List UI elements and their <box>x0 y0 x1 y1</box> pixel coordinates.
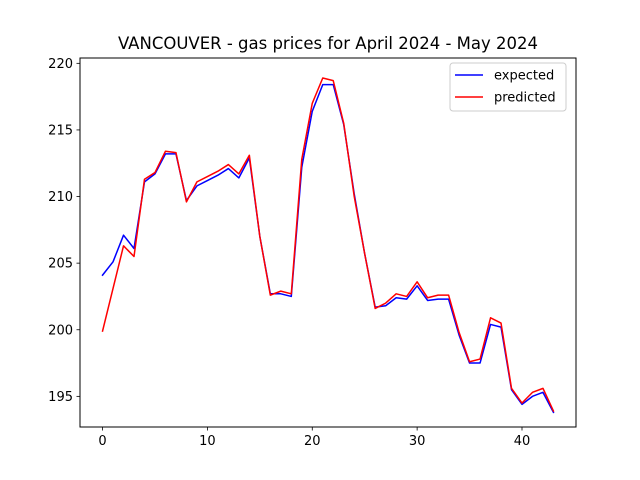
y-tick-label: 220 <box>48 57 73 72</box>
legend-label-expected: expected <box>494 69 554 84</box>
x-tick-label: 40 <box>514 434 531 449</box>
y-tick-label: 210 <box>48 190 73 205</box>
legend-label-predicted: predicted <box>494 91 556 106</box>
axes-frame <box>79 57 577 428</box>
legend: expected predicted <box>449 62 567 112</box>
y-tick-label: 200 <box>48 323 73 338</box>
y-tick-label: 215 <box>48 123 73 138</box>
x-tick-label: 10 <box>199 434 216 449</box>
y-tick-label: 195 <box>48 390 73 405</box>
series-line-predicted <box>101 77 555 413</box>
x-tick-label: 0 <box>98 434 106 449</box>
y-tick-label: 205 <box>48 257 73 272</box>
axes: 0 10 20 30 40 195 200 205 210 215 220 <box>48 57 530 449</box>
plot-area <box>101 77 555 414</box>
x-tick-label: 20 <box>304 434 321 449</box>
chart-title: VANCOUVER - gas prices for April 2024 - … <box>118 34 538 53</box>
x-tick-label: 30 <box>409 434 426 449</box>
